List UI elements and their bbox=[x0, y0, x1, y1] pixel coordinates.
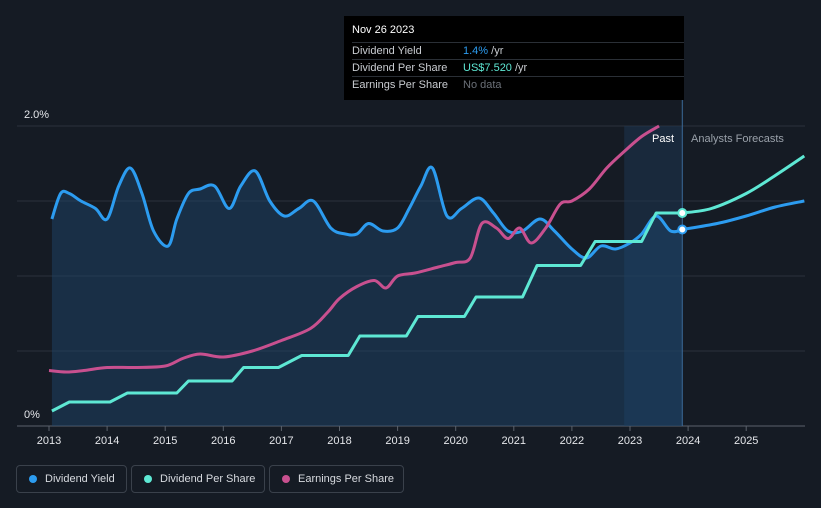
tooltip-row-dividend-per-share: Dividend Per Share US$7.520 /yr bbox=[352, 59, 684, 76]
tooltip-date: Nov 26 2023 bbox=[352, 24, 415, 36]
y-tick-bottom: 0% bbox=[24, 409, 40, 421]
tooltip-label: Dividend Yield bbox=[352, 45, 422, 57]
tooltip-row-dividend-yield: Dividend Yield 1.4% /yr bbox=[352, 42, 684, 59]
tooltip-label: Dividend Per Share bbox=[352, 62, 448, 74]
tooltip-label: Earnings Per Share bbox=[352, 79, 448, 91]
past-label: Past bbox=[652, 133, 674, 145]
tooltip-value: 1.4% /yr bbox=[463, 45, 504, 57]
x-tick-label: 2014 bbox=[95, 435, 119, 447]
legend-dividend-per-share[interactable]: Dividend Per Share bbox=[131, 465, 265, 493]
series-line-1 bbox=[51, 211, 683, 413]
series-lines bbox=[48, 124, 806, 413]
tooltip-value: No data bbox=[463, 79, 502, 91]
x-tick-label: 2013 bbox=[37, 435, 61, 447]
marker-0 bbox=[677, 224, 688, 235]
tooltip-row-earnings-per-share: Earnings Per Share No data bbox=[352, 76, 684, 93]
x-tick-label: 2015 bbox=[153, 435, 177, 447]
x-tick-label: 2023 bbox=[618, 435, 642, 447]
legend-earnings-per-share[interactable]: Earnings Per Share bbox=[269, 465, 404, 493]
current-markers bbox=[677, 208, 688, 235]
tooltip: Nov 26 2023 Dividend Yield 1.4% /yr Divi… bbox=[344, 16, 684, 100]
marker-1 bbox=[677, 208, 688, 218]
forecast-label: Analysts Forecasts bbox=[691, 133, 784, 145]
legend-label: Dividend Yield bbox=[45, 473, 115, 485]
legend-dot-icon bbox=[144, 475, 152, 483]
x-tick-label: 2018 bbox=[327, 435, 351, 447]
x-tick-label: 2025 bbox=[734, 435, 758, 447]
legend-label: Dividend Per Share bbox=[160, 473, 256, 485]
legend-dot-icon bbox=[29, 475, 37, 483]
x-tick-label: 2024 bbox=[676, 435, 700, 447]
x-tick-label: 2022 bbox=[560, 435, 584, 447]
series-line-2 bbox=[48, 124, 660, 374]
legend-label: Earnings Per Share bbox=[298, 473, 394, 485]
forecast-line-0 bbox=[682, 199, 805, 231]
legend-dividend-yield[interactable]: Dividend Yield bbox=[16, 465, 127, 493]
x-tick-label: 2016 bbox=[211, 435, 235, 447]
x-axis-ticks: 2013 2014 2015 2016 2017 2018 2019 2020 2021 2022… bbox=[37, 426, 758, 447]
x-tick-label: 2021 bbox=[502, 435, 526, 447]
legend-dot-icon bbox=[282, 475, 290, 483]
forecast-line-1 bbox=[682, 154, 806, 215]
past-region-shade bbox=[624, 126, 683, 426]
x-tick-label: 2017 bbox=[269, 435, 293, 447]
x-tick-label: 2020 bbox=[443, 435, 467, 447]
x-tick-label: 2019 bbox=[385, 435, 409, 447]
series-line-0 bbox=[50, 165, 683, 260]
tooltip-value: US$7.520 /yr bbox=[463, 62, 528, 74]
y-tick-top: 2.0% bbox=[24, 109, 49, 121]
